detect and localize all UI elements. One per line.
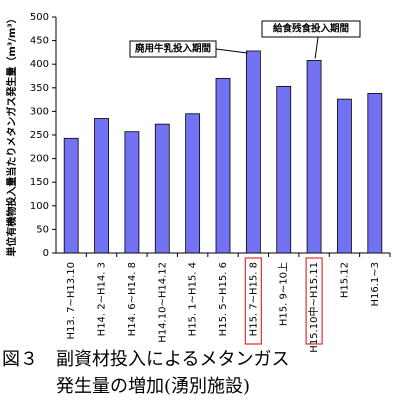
x-tick-label: H14. 6~H14. 8 [127, 262, 138, 336]
y-tick-label: 100 [30, 201, 49, 212]
y-tick-label: 300 [30, 106, 49, 117]
bar [367, 93, 383, 254]
y-tick-label: 250 [30, 130, 49, 141]
x-tick-label: H16.1~3 [370, 262, 381, 307]
bar [337, 98, 352, 254]
y-tick-label: 50 [36, 224, 49, 235]
x-tick-label: H14. 2~H14. 3 [97, 262, 108, 336]
y-tick-label: 200 [30, 154, 49, 165]
x-tick-label: H15. 9~10上 [278, 262, 290, 326]
y-tick-label: 500 [30, 12, 49, 23]
highlight-box [305, 257, 323, 345]
x-tick-label: H15. 5~H15. 6 [218, 262, 229, 336]
y-tick-label: 150 [30, 177, 49, 188]
bar [245, 50, 261, 254]
x-tick-label: H15.10中~H15.11 [307, 262, 320, 353]
bar [63, 137, 79, 254]
x-tick-label: H15. 1~H15. 4 [188, 262, 199, 336]
annotation-box [261, 20, 361, 38]
bar [154, 123, 170, 254]
bar [215, 77, 231, 254]
annotation-arrow [314, 36, 319, 59]
x-tick-label: H15. 7~H15. 8 [248, 262, 259, 336]
annotation-arrow [215, 48, 248, 54]
y-tick-label: 350 [30, 83, 49, 94]
bar [94, 118, 109, 254]
annotation: 給食残食投入期間 [273, 23, 349, 35]
y-tick-label: 400 [30, 59, 49, 70]
bar [124, 131, 140, 254]
caption-line: 図３ 副資材投入によるメタンガス [2, 349, 289, 370]
bar [276, 85, 292, 254]
y-tick-label: 0 [43, 248, 49, 259]
highlight-box [244, 257, 262, 345]
annotation: 廃用牛乳投入期間 [135, 43, 211, 55]
x-tick-label: H15.12 [339, 262, 350, 298]
y-axis-label: 単位有機物投入量当たりメタンガス発生量（m³/m³） [5, 13, 18, 256]
x-tick-label: H14.10~H14.12 [157, 262, 168, 343]
bar [306, 60, 322, 254]
bar [185, 113, 201, 254]
y-tick-label: 450 [30, 36, 49, 47]
x-tick-label: H13. 7~H13.10 [66, 262, 77, 340]
caption-line: 発生量の増加(湧別施設) [2, 376, 250, 397]
